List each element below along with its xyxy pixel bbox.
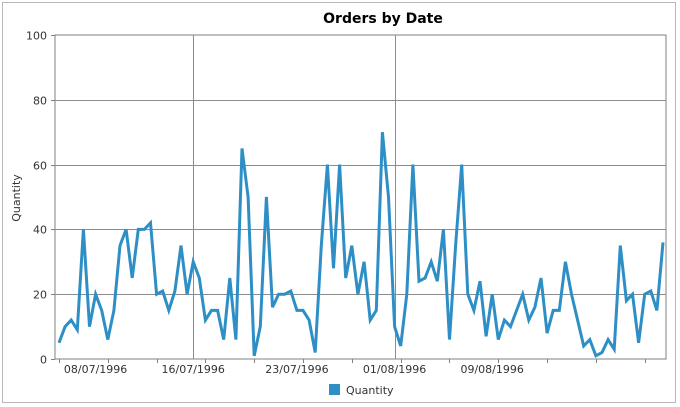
x-tick-label: 08/07/1996: [64, 363, 127, 376]
grid-layer: [54, 34, 667, 360]
legend-label: Quantity: [346, 384, 394, 397]
chart-title: Orders by Date: [323, 11, 443, 27]
y-tick-label: 0: [40, 354, 47, 367]
legend[interactable]: Quantity: [329, 384, 394, 397]
x-tick-label: 16/07/1996: [162, 363, 225, 376]
y-tick-label: 80: [33, 95, 47, 108]
y-axis-label: Quantity: [10, 174, 23, 222]
y-tick-label: 20: [33, 289, 47, 302]
y-tick-label: 40: [33, 224, 47, 237]
series-layer: [57, 132, 665, 358]
y-tick-label: 60: [33, 160, 47, 173]
y-tick-label: 100: [26, 30, 47, 43]
x-tick-label: 23/07/1996: [265, 363, 328, 376]
plot-area-border: [54, 34, 667, 360]
legend-swatch: [329, 384, 340, 395]
axis-layer: 0 20 40 60 80 100 08/07/1996 16/07/1996 23/07/19…: [26, 30, 646, 376]
x-tick-label: 09/08/1996: [460, 363, 523, 376]
series-line-quantity: [57, 132, 665, 358]
chart-frame: [2, 2, 676, 403]
x-tick-label: 01/08/1996: [363, 363, 426, 376]
